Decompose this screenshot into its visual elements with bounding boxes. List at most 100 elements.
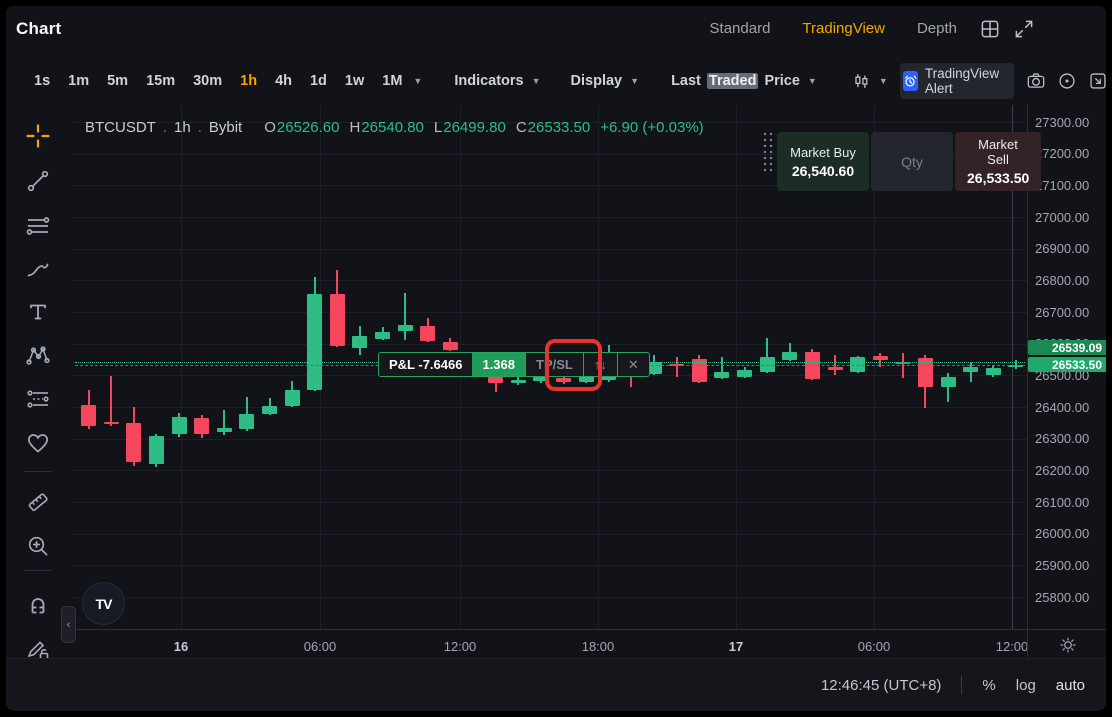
gridline-v (181, 105, 182, 629)
sidebar-divider (24, 471, 52, 472)
sidebar-tool-emoji-heart[interactable] (5, 430, 71, 460)
price-mode-button[interactable]: Last Traded Price ▼ (671, 73, 817, 89)
sidebar-tool-crosshair[interactable] (5, 123, 71, 153)
time-tick-label: 06:00 (303, 639, 337, 654)
candle-up (262, 406, 277, 414)
candle-wick (110, 376, 113, 426)
sidebar-tool-xabcd-pattern[interactable] (5, 342, 71, 372)
candle-down (556, 377, 571, 382)
symbol-name[interactable]: BTCUSDT (85, 119, 156, 136)
candle-wick (1014, 360, 1017, 369)
time-tick-label: 12:00 (443, 639, 477, 654)
candle-up (284, 389, 300, 407)
price-tick-label: 26900.00 (1035, 241, 1090, 257)
chart-mode-tab-depth[interactable]: Depth (916, 20, 957, 37)
object-tree-icon[interactable] (1057, 71, 1077, 91)
candle-up (850, 357, 866, 372)
price-tick-label: 26800.00 (1035, 272, 1090, 288)
candle-up (782, 351, 798, 361)
timeframe-15m[interactable]: 15m (146, 73, 176, 89)
time-tick-label: 17 (728, 639, 744, 654)
sidebar-tool-text[interactable] (5, 299, 71, 329)
time-axis-line (73, 629, 1107, 630)
candle-wick (766, 338, 769, 373)
sidebar-tool-trend-line[interactable] (5, 168, 71, 198)
sidebar-tool-long-position[interactable] (5, 386, 71, 416)
price-tick-label: 27100.00 (1035, 177, 1090, 193)
close-position-button[interactable]: ✕ (616, 353, 649, 376)
price-tick-label: 26700.00 (1035, 304, 1090, 320)
page-title: Chart (16, 19, 62, 38)
timeframe-group: 1s 1m 5m 15m 30m 1h 4h 1d 1w 1M (25, 69, 411, 93)
fullscreen-icon[interactable] (1088, 71, 1107, 91)
timeframe-1M[interactable]: 1M (382, 73, 403, 89)
chart-mode-tab-standard[interactable]: Standard (709, 20, 771, 37)
candle-up (397, 325, 413, 331)
candle-wick (720, 357, 723, 379)
timeframe-1s[interactable]: 1s (34, 73, 51, 89)
sidebar-tool-ruler[interactable] (5, 489, 71, 519)
log-scale-button[interactable]: log (1015, 676, 1036, 694)
candle-down (194, 418, 210, 434)
candle-down (442, 342, 458, 350)
candle-style-button[interactable]: ▼ (849, 67, 890, 95)
tradingview-alert-button[interactable]: TradingView Alert (899, 63, 1015, 99)
candle-wick (245, 396, 248, 432)
timeframe-1h[interactable]: 1h (240, 73, 258, 89)
entry-price-label: 26539.09 (1028, 340, 1107, 355)
timeframe-caret-icon[interactable]: ▼ (413, 76, 423, 86)
timeframe-4h[interactable]: 4h (275, 73, 292, 89)
drag-handle-icon[interactable] (761, 132, 773, 174)
symbol-exchange[interactable]: Bybit (208, 119, 243, 136)
collapse-sidebar-handle[interactable]: ‹ (61, 606, 76, 643)
gridline-h (73, 280, 1027, 282)
camera-icon[interactable] (1026, 71, 1046, 91)
price-tick-label: 26200.00 (1035, 462, 1090, 478)
xabcd-pattern-icon (25, 342, 51, 373)
emoji-heart-icon (25, 430, 51, 461)
expand-icon[interactable] (1013, 18, 1035, 40)
pnl-value: P&L -7.6466 (389, 357, 463, 372)
candle-up (216, 427, 232, 432)
percent-scale-button[interactable]: % (982, 676, 996, 694)
price-tick-label: 26100.00 (1035, 494, 1090, 510)
timeframe-1w[interactable]: 1w (344, 73, 365, 89)
trend-line-icon (25, 168, 51, 199)
indicators-button[interactable]: Indicators ▼ (454, 73, 541, 89)
layout-grid-icon[interactable] (979, 18, 1001, 40)
brightness-icon[interactable] (1058, 635, 1078, 660)
tradingview-logo[interactable]: TV (82, 582, 125, 625)
gridline-h (73, 565, 1027, 567)
market-buy-button[interactable]: Market Buy 26,540.60 (777, 132, 869, 191)
sidebar-tool-brush[interactable] (5, 256, 71, 286)
chevron-down-icon: ▼ (807, 76, 817, 86)
candle-up (239, 414, 255, 430)
chevron-down-icon: ▼ (630, 76, 640, 86)
gridline-h (73, 502, 1027, 503)
symbol-interval[interactable]: 1h (174, 119, 191, 136)
timeframe-1m[interactable]: 1m (68, 73, 90, 89)
price-tick-label: 27200.00 (1035, 146, 1090, 162)
sidebar-tool-zoom-in[interactable] (5, 533, 71, 563)
market-sell-button[interactable]: Market Sell 26,533.50 (955, 132, 1041, 191)
time-tick-label: 12:00 (995, 639, 1029, 654)
auto-scale-button[interactable]: auto (1055, 676, 1085, 694)
gridline-h (73, 312, 1027, 313)
candle-up (940, 376, 956, 387)
chevron-down-icon: ▼ (878, 76, 888, 86)
qty-field[interactable]: Qty (871, 132, 953, 191)
symbol-ohlc-bar: BTCUSDT. 1h. Bybit O 26526.60 H 26540.80 L 26… (85, 119, 704, 136)
display-button[interactable]: Display ▼ (570, 73, 640, 89)
sidebar-tool-fib-lines[interactable] (5, 212, 71, 242)
chart-mode-tab-tradingview[interactable]: TradingView (802, 20, 885, 37)
candle-wick (517, 375, 520, 385)
timeframe-5m[interactable]: 5m (107, 73, 129, 89)
brush-icon (25, 256, 51, 287)
timeframe-1d[interactable]: 1d (309, 73, 327, 89)
ohlc-item: H 26540.80 (349, 119, 424, 136)
candle-wick (404, 293, 407, 340)
gridline-v (874, 105, 875, 629)
timeframe-30m[interactable]: 30m (193, 73, 223, 89)
sidebar-tool-magnet[interactable] (5, 591, 71, 621)
